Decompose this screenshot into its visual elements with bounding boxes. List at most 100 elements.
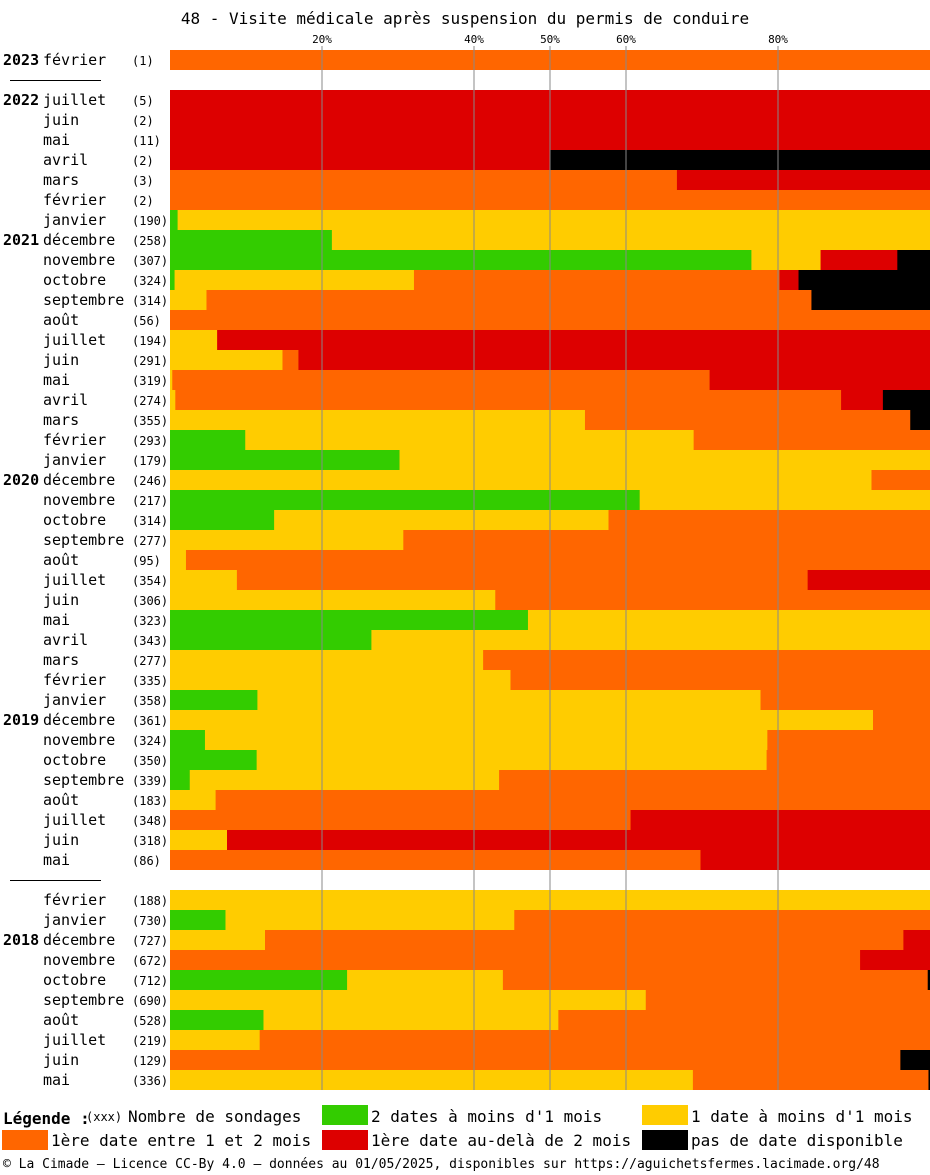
row-month: avril	[43, 151, 89, 169]
row-count: (323)	[132, 614, 169, 628]
bar-segment-orange	[645, 990, 930, 1010]
bar-segment-yellow	[399, 450, 930, 470]
row-month: décembre	[43, 231, 116, 249]
row-month: mars	[43, 411, 80, 429]
row-month: janvier	[43, 691, 107, 709]
legend-swatch-red	[322, 1130, 368, 1150]
bar-segment-yellow	[170, 1030, 261, 1050]
bar-segment-red	[807, 570, 930, 590]
bar-segment-yellow	[170, 550, 187, 570]
x-tick-label: 20%	[312, 33, 332, 46]
row-month: décembre	[43, 931, 116, 949]
row-month: mai	[43, 1071, 71, 1089]
row-count: (354)	[132, 574, 169, 588]
bar-segment-orange	[510, 670, 930, 690]
bar-segment-black	[910, 410, 930, 430]
chart-title: 48 - Visite médicale après suspension du…	[180, 9, 750, 28]
legend-label-green: 2 dates à moins d'1 mois	[371, 1107, 603, 1126]
bar-segment-yellow	[170, 650, 484, 670]
bar-segment-red	[820, 250, 898, 270]
row-count: (2)	[132, 114, 154, 128]
row-month: décembre	[43, 711, 116, 729]
bar-segment-yellow	[189, 770, 500, 790]
row-count: (11)	[132, 134, 161, 148]
bar-segment-orange	[185, 550, 930, 570]
legend-swatch-green	[322, 1105, 368, 1125]
bar-segment-yellow	[331, 230, 930, 250]
bar-segment-orange	[608, 510, 930, 530]
row-month: septembre	[43, 991, 125, 1009]
legend-count-label: Nombre de sondages	[128, 1107, 302, 1126]
bar-segment-red	[676, 170, 930, 190]
row-count: (86)	[132, 854, 161, 868]
bar-segment-orange	[558, 1010, 930, 1030]
bar-segment-orange	[871, 470, 930, 490]
bar-segment-yellow	[170, 410, 586, 430]
bar-segment-orange	[265, 930, 904, 950]
legend-label-yellow: 1 date à moins d'1 mois	[691, 1107, 913, 1126]
bar-segment-yellow	[257, 690, 762, 710]
bar-segment-orange	[766, 750, 930, 770]
bar-segment-orange	[170, 1050, 901, 1070]
row-month: mai	[43, 851, 71, 869]
bar-segment-orange	[403, 530, 930, 550]
bar-segment-red	[903, 930, 930, 950]
bar-segment-yellow	[170, 990, 647, 1010]
row-count: (336)	[132, 1074, 169, 1088]
bar-segment-yellow	[371, 630, 930, 650]
row-month: mai	[43, 371, 71, 389]
bar-segment-yellow	[170, 590, 496, 610]
row-month: juin	[43, 111, 80, 129]
bar-segment-green	[170, 230, 333, 250]
bar-chart	[170, 46, 930, 1090]
bar-segment-green	[170, 750, 258, 770]
row-month: novembre	[43, 491, 116, 509]
bar-segment-yellow	[245, 430, 695, 450]
row-year: 2021	[3, 231, 40, 249]
row-month: juin	[43, 351, 80, 369]
row-month: septembre	[43, 771, 125, 789]
bar-segment-green	[170, 730, 206, 750]
row-count: (258)	[132, 234, 169, 248]
row-month: novembre	[43, 951, 116, 969]
bar-segment-red	[779, 270, 800, 290]
bar-segment-black	[882, 390, 930, 410]
row-month: juillet	[43, 91, 107, 109]
legend-label-red: 1ère date au-delà de 2 mois	[371, 1131, 632, 1150]
row-count: (314)	[132, 294, 169, 308]
row-month: mars	[43, 171, 80, 189]
legend-label-orange: 1ère date entre 1 et 2 mois	[51, 1131, 312, 1150]
row-count: (343)	[132, 634, 169, 648]
row-count: (246)	[132, 474, 169, 488]
bar-segment-red	[700, 850, 930, 870]
bar-segment-black	[900, 1050, 930, 1070]
row-count: (188)	[132, 894, 169, 908]
row-month: janvier	[43, 211, 107, 229]
row-count: (3)	[132, 174, 154, 188]
bar-segment-black	[550, 150, 930, 170]
row-month: septembre	[43, 531, 125, 549]
row-month: octobre	[43, 971, 107, 989]
legend: Légende : (xxx) Nombre de sondages 2 dat…	[0, 1100, 930, 1160]
bar-segment-orange	[693, 430, 930, 450]
group-separator	[10, 880, 101, 881]
bar-segment-yellow	[170, 830, 228, 850]
bar-segment-green	[170, 510, 275, 530]
bar-segment-yellow	[170, 530, 404, 550]
bar-segment-orange	[170, 850, 702, 870]
row-count: (528)	[132, 1014, 169, 1028]
row-count: (314)	[132, 514, 169, 528]
row-count: (712)	[132, 974, 169, 988]
row-count: (307)	[132, 254, 169, 268]
bar-segment-green	[170, 910, 227, 930]
bar-segment-yellow	[751, 250, 822, 270]
row-month: février	[43, 671, 107, 689]
bar-segment-green	[170, 690, 258, 710]
row-count: (318)	[132, 834, 169, 848]
bar-segment-orange	[767, 730, 930, 750]
bar-segment-yellow	[225, 910, 515, 930]
bar-segment-yellow	[170, 370, 173, 390]
row-month: juin	[43, 831, 80, 849]
bar-segment-yellow	[170, 670, 512, 690]
row-count: (339)	[132, 774, 169, 788]
